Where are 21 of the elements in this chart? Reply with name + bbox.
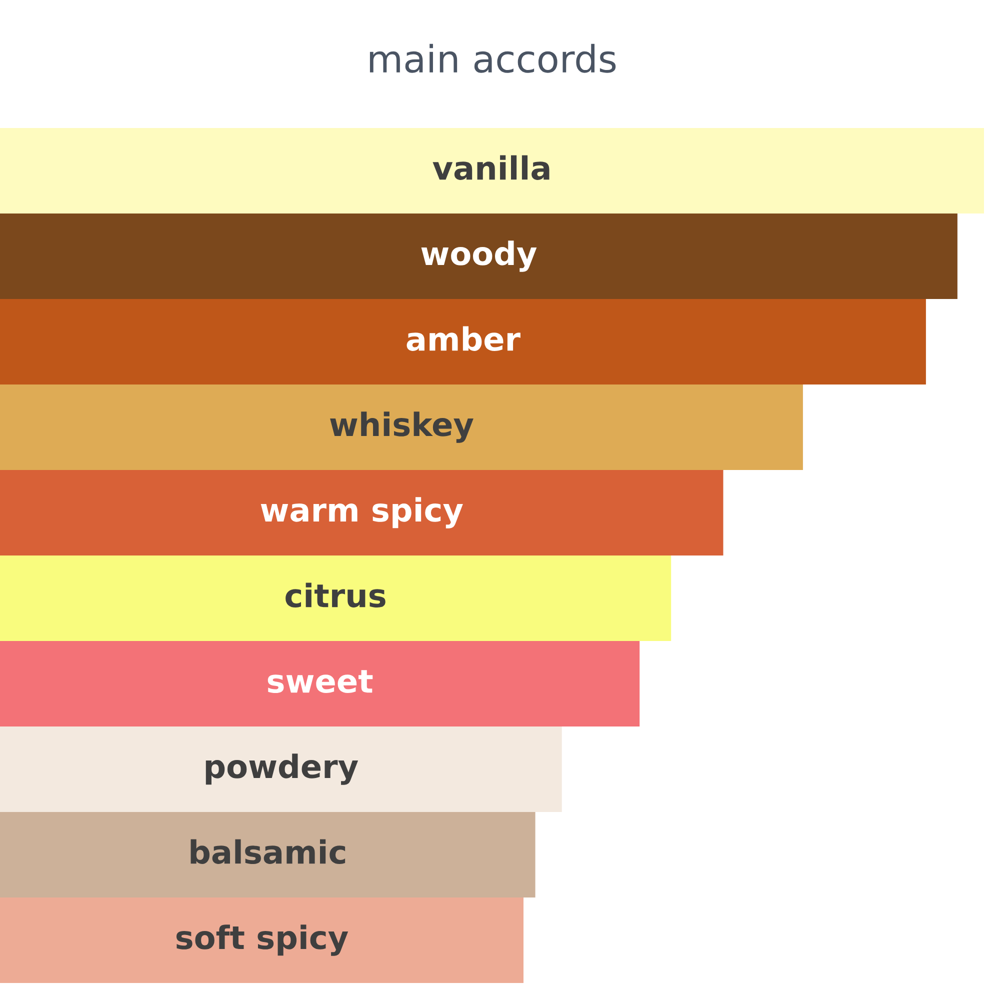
- bar: [0, 384, 803, 470]
- y-tick-label: balsamic: [190, 839, 346, 864]
- bar: [0, 641, 640, 726]
- y-tick-label: soft spicy: [176, 924, 348, 956]
- y-tick-label: whiskey: [330, 412, 474, 443]
- bar: [0, 726, 562, 812]
- y-tick-label: citrus: [286, 582, 386, 608]
- y-tick-label: vanilla: [432, 155, 550, 180]
- y-tick-label: woody: [421, 240, 537, 272]
- y-tick-label: warm spicy: [260, 497, 463, 528]
- chart-title: main accords: [370, 44, 616, 73]
- bar: [0, 470, 724, 556]
- bar: [0, 812, 536, 898]
- bar: [0, 214, 958, 299]
- y-tick-label: amber: [406, 326, 520, 352]
- bar: [0, 299, 926, 384]
- bar: [0, 128, 984, 214]
- y-tick-label: powdery: [206, 754, 358, 785]
- bar: [0, 898, 524, 983]
- y-tick-label: sweet: [268, 670, 373, 694]
- bar: [0, 556, 672, 641]
